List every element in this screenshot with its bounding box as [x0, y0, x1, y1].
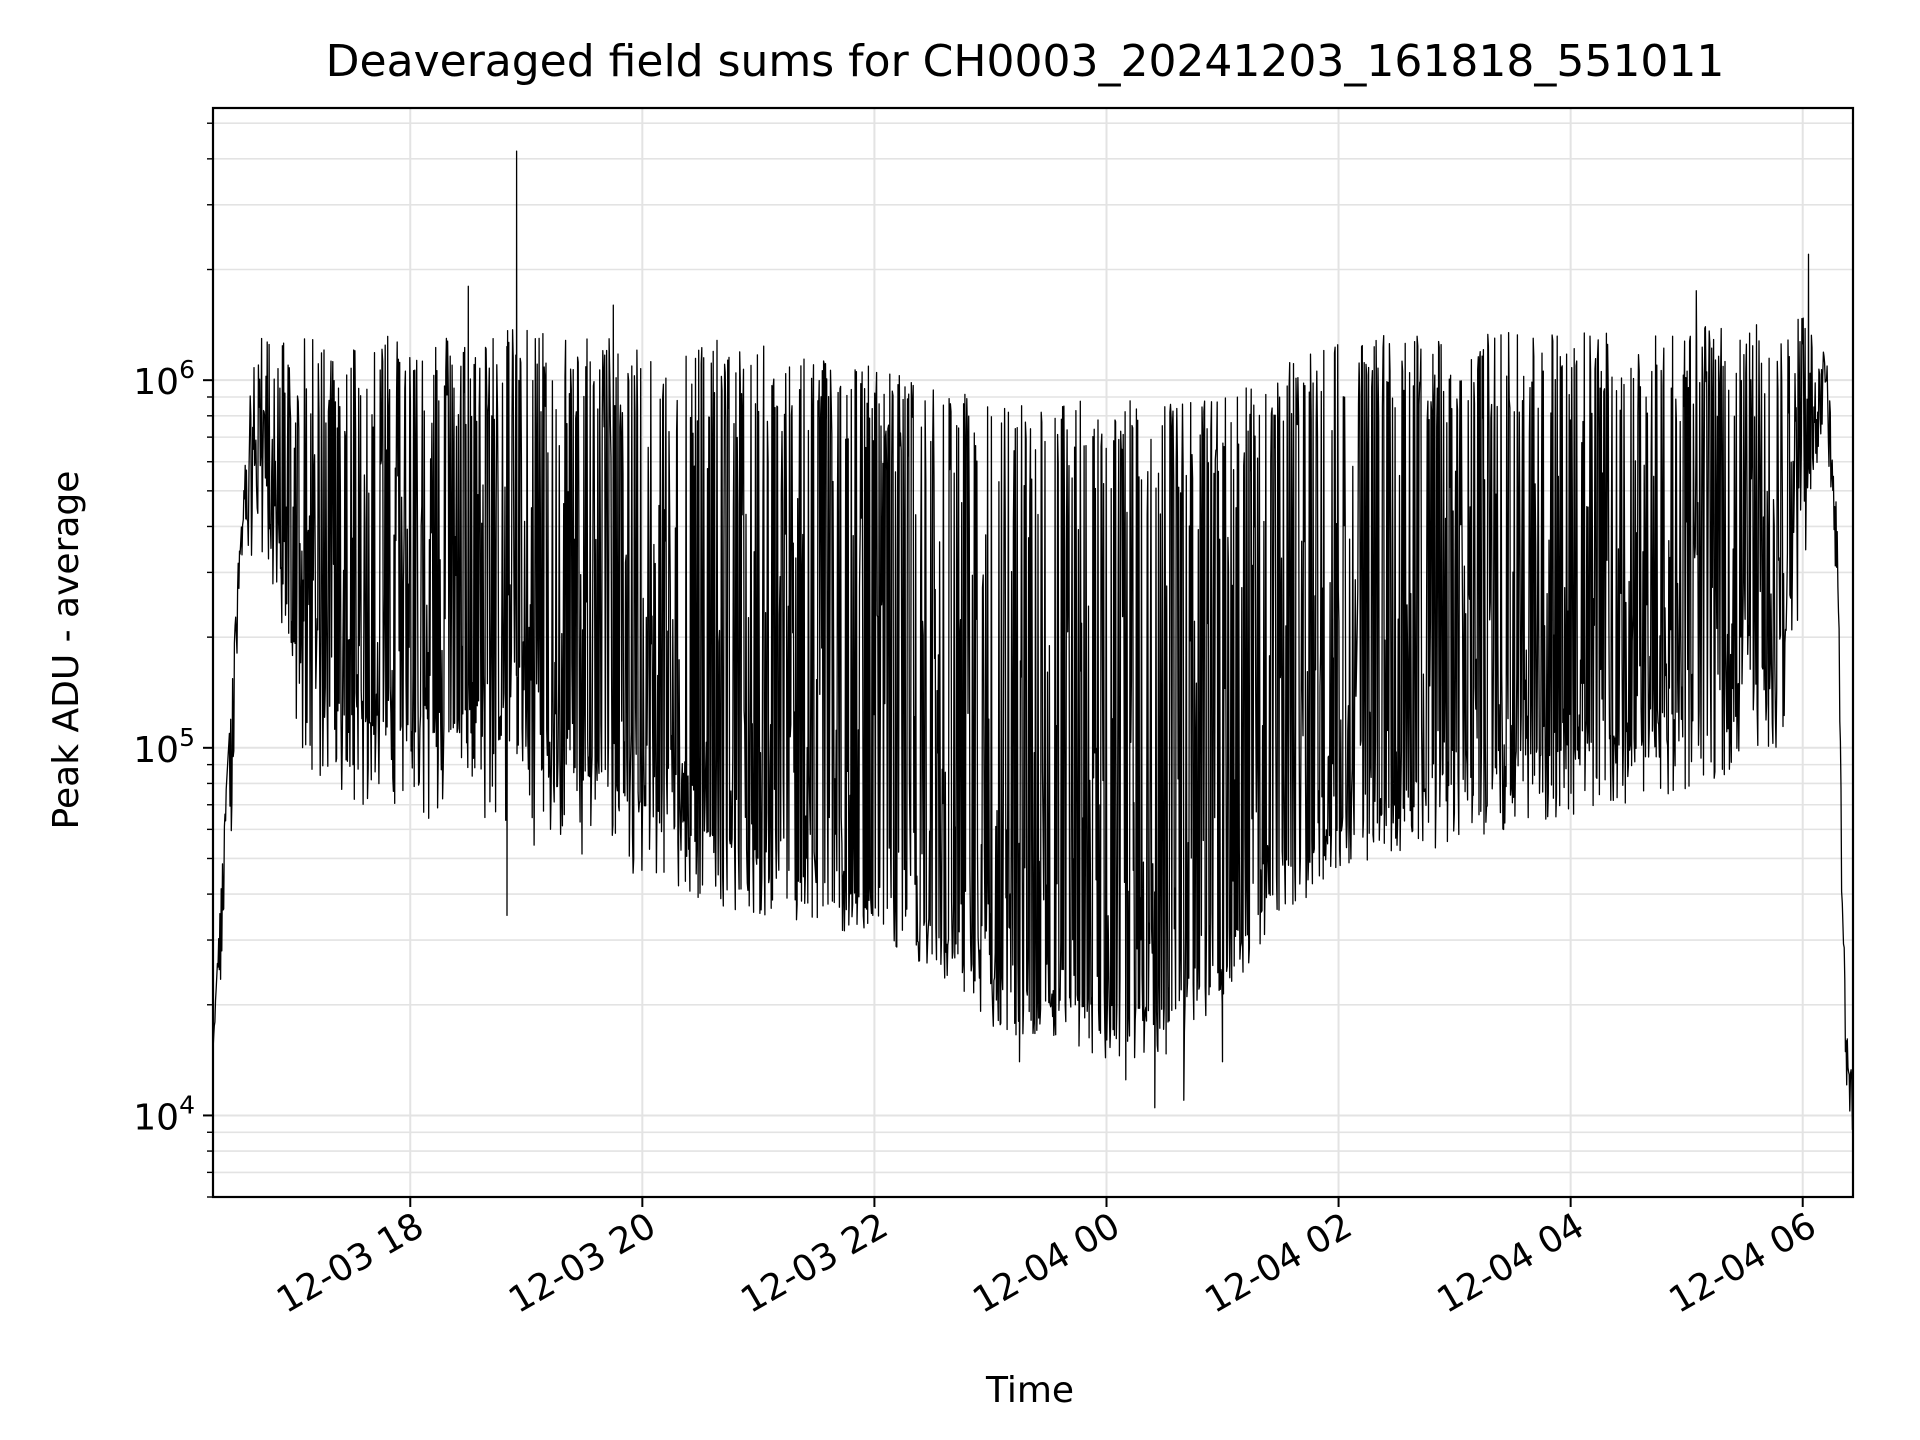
y-tick-label: 104 — [133, 1090, 195, 1138]
series — [212, 150, 1854, 1131]
x-axis-label: Time — [985, 1370, 1074, 1411]
chart-title: Deaveraged field sums for CH0003_2024120… — [326, 36, 1725, 87]
y-axis-label: Peak ADU - average — [46, 471, 87, 830]
series-line — [212, 150, 1854, 1131]
y-tick-label: 106 — [133, 355, 195, 403]
y-tick-label: 105 — [133, 723, 195, 771]
plot-frame — [211, 106, 1855, 1199]
y-axis: 104 105 106 — [133, 122, 213, 1198]
